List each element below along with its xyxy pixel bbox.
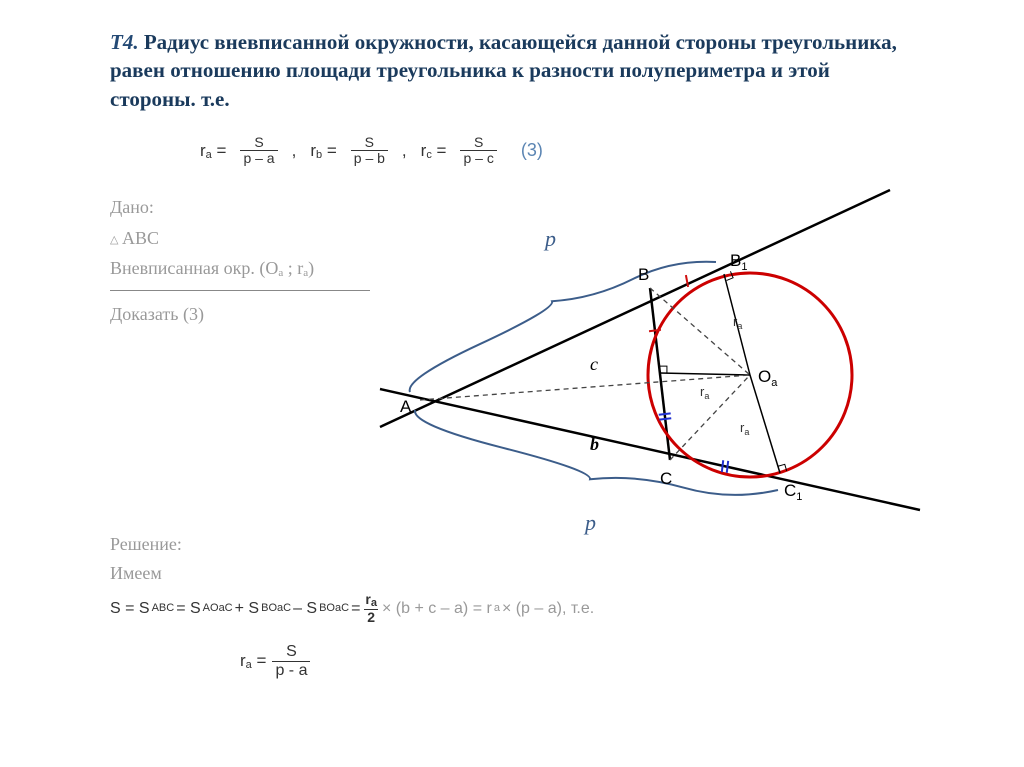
solution-label: Решение:: [110, 530, 594, 559]
rc-lhs: rc =: [421, 141, 447, 161]
theorem-title: Т4. Радиус вневписанной окружности, каса…: [0, 0, 1024, 113]
final-formula: ra = Sp - a: [110, 643, 594, 679]
imeem-label: Имеем: [110, 559, 594, 588]
svg-text:C: C: [660, 469, 672, 488]
solution-block: Решение: Имеем S = SABC = SAOaC + SBOaC …: [110, 530, 594, 679]
svg-text:ra: ra: [733, 314, 742, 331]
main-formulas-row: ra = Sp – a , rb = Sp – b , rc = Sp – c …: [0, 135, 1024, 167]
dano-label: Дано:: [110, 192, 370, 223]
rc-frac: Sp – c: [460, 135, 496, 167]
svg-text:A: A: [400, 397, 412, 416]
ra-frac: Sp – a: [240, 135, 277, 167]
svg-text:p: p: [543, 226, 556, 251]
theorem-number: Т4.: [110, 30, 139, 54]
svg-text:B1: B1: [730, 251, 747, 273]
svg-text:Oa: Oa: [758, 367, 778, 389]
ra-lhs: ra =: [200, 141, 226, 161]
rb-lhs: rb =: [310, 141, 336, 161]
excircle-line: Вневписанная окр. (Oa ; ra): [110, 253, 370, 284]
theorem-text: Радиус вневписанной окружности, касающей…: [110, 30, 897, 111]
svg-text:B: B: [638, 265, 649, 284]
prove-label: Доказать (3): [110, 299, 370, 330]
svg-text:ra: ra: [700, 384, 709, 401]
triangle-abc: △ ABC: [110, 223, 370, 254]
area-equation: S = SABC = SAOaC + SBOaC – SBOaC = ra2 ×…: [110, 592, 594, 625]
svg-text:c: c: [590, 354, 598, 374]
svg-text:b: b: [590, 434, 599, 454]
equation-label: (3): [521, 140, 543, 161]
geometry-diagram: rararacbppABCB1C1Oa: [390, 200, 950, 540]
given-block: Дано: △ ABC Вневписанная окр. (Oa ; ra) …: [110, 192, 370, 329]
svg-text:ra: ra: [740, 420, 749, 437]
rb-frac: Sp – b: [351, 135, 388, 167]
given-divider: [110, 290, 370, 291]
